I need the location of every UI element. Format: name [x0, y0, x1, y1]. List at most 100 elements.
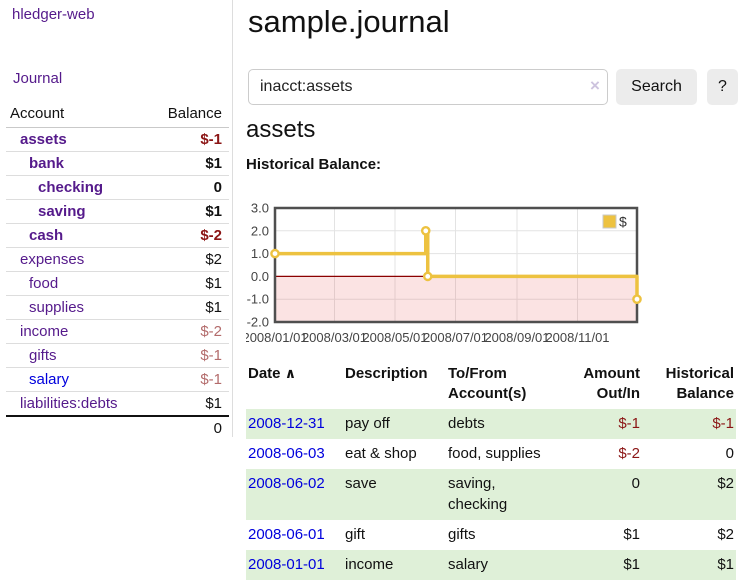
sidebar-account-link[interactable]: bank — [29, 155, 65, 172]
svg-text:2008/09/01: 2008/09/01 — [484, 330, 549, 345]
chart-canvas: $3.0 2.0 1.0 0.0 -1.0 -2.02008/01/012008/03/0… — [242, 201, 642, 345]
sidebar-account-link[interactable]: cash — [29, 227, 64, 244]
account-balance: $1 — [144, 151, 229, 176]
transaction-balance: $1 — [642, 549, 736, 580]
sidebar-account-link[interactable]: expenses — [20, 251, 85, 268]
account-balance: 0 — [144, 175, 229, 200]
transaction-amount: $-2 — [618, 444, 640, 462]
account-row: bank $1 — [6, 151, 229, 176]
svg-text:1.0: 1.0 — [251, 246, 269, 261]
sidebar-account-link[interactable]: checking — [38, 179, 104, 196]
account-row: cash $-2 — [6, 223, 229, 248]
svg-text:2008/07/01: 2008/07/01 — [423, 330, 488, 345]
account-balance: $-2 — [144, 223, 229, 248]
svg-text:2008/05/01: 2008/05/01 — [362, 330, 427, 345]
column-header-amount: Amount Out/In — [583, 365, 640, 403]
clear-search-icon[interactable]: × — [590, 76, 600, 95]
svg-text:-2.0: -2.0 — [247, 315, 269, 330]
column-header-date[interactable]: Date ∧ — [248, 365, 297, 382]
svg-text:2008/03/01: 2008/03/01 — [302, 330, 367, 345]
transaction-balance: $2 — [642, 468, 736, 520]
sidebar: hledger-web Journal Account Balance asse… — [0, 0, 233, 440]
transaction-accounts: saving, checking — [446, 468, 558, 520]
sidebar-item-journal[interactable]: Journal — [13, 70, 63, 87]
accounts-total-value: 0 — [144, 415, 229, 440]
account-balance: $2 — [144, 247, 229, 272]
svg-text:2.0: 2.0 — [251, 223, 269, 238]
account-row: income $-2 — [6, 319, 229, 344]
search-input[interactable] — [248, 69, 608, 105]
account-balance: $-1 — [144, 127, 229, 152]
account-balance: $1 — [144, 271, 229, 296]
account-row: salary $-1 — [6, 367, 229, 392]
sidebar-account-link[interactable]: assets — [20, 131, 67, 148]
transaction-balance: 0 — [725, 444, 734, 462]
transaction-row: 2008-12-31 pay off debts $-1 $-1 — [246, 408, 736, 439]
transaction-accounts: food, supplies — [448, 444, 541, 462]
app-title-link[interactable]: hledger-web — [12, 6, 95, 23]
accounts-header-balance: Balance — [144, 102, 229, 128]
sidebar-account-link[interactable]: salary — [29, 371, 70, 388]
svg-text:0.0: 0.0 — [251, 269, 269, 284]
transaction-description: eat & shop — [345, 444, 417, 462]
transaction-accounts: salary — [446, 549, 558, 580]
column-header-description: Description — [345, 365, 428, 382]
transaction-row: 2008-06-02 save saving, checking 0 $2 — [246, 468, 736, 520]
transaction-date-link[interactable]: 2008-06-01 — [248, 525, 325, 543]
transaction-balance: $-1 — [642, 408, 736, 439]
accounts-total-row: 0 — [6, 415, 229, 440]
sidebar-account-link[interactable]: gifts — [29, 347, 57, 364]
svg-text:$: $ — [619, 214, 627, 230]
account-row: saving $1 — [6, 199, 229, 224]
column-header-balance: Historical Balance — [665, 365, 734, 403]
historical-balance-chart: $3.0 2.0 1.0 0.0 -1.0 -2.0 2008/01/01 2008/03/0… — [242, 201, 686, 352]
transaction-description: income — [343, 549, 446, 580]
svg-text:3.0: 3.0 — [251, 202, 269, 216]
transaction-row: 2008-01-01 income salary $1 $1 — [246, 549, 736, 580]
account-balance: $1 — [144, 295, 229, 320]
account-balance: $1 — [144, 391, 229, 417]
account-row: food $1 — [6, 271, 229, 296]
account-row: supplies $1 — [6, 295, 229, 320]
transaction-amount: $-1 — [558, 408, 642, 439]
transaction-accounts: debts — [446, 408, 558, 439]
account-row: expenses $2 — [6, 247, 229, 272]
sidebar-account-link[interactable]: saving — [38, 203, 86, 220]
account-balance: $-1 — [144, 367, 229, 392]
transaction-row: 2008-06-01 gift gifts $1 $2 — [246, 520, 736, 550]
sidebar-account-link[interactable]: liabilities:debts — [20, 395, 118, 412]
transaction-date-link[interactable]: 2008-06-02 — [248, 474, 325, 492]
svg-text:2008/11/01: 2008/11/01 — [545, 330, 609, 345]
accounts-table: Account Balance assets $-1 bank $1 checking 0… — [6, 102, 229, 440]
account-heading: assets — [246, 116, 316, 143]
search-button[interactable]: Search — [616, 69, 697, 105]
sort-ascending-icon: ∧ — [284, 365, 297, 381]
transaction-date-link[interactable]: 2008-01-01 — [248, 555, 325, 573]
svg-text:2008/01/01: 2008/01/01 — [246, 330, 308, 345]
sidebar-account-link[interactable]: income — [20, 323, 69, 340]
transaction-date-link[interactable]: 2008-12-31 — [248, 414, 325, 432]
help-button[interactable]: ? — [707, 69, 738, 105]
transaction-balance: $2 — [717, 525, 734, 543]
transaction-amount: 0 — [558, 468, 642, 520]
transaction-description: save — [343, 468, 446, 520]
sidebar-account-link[interactable]: food — [29, 275, 59, 292]
accounts-header-account: Account — [6, 102, 144, 128]
account-row: checking 0 — [6, 175, 229, 200]
transaction-date-link[interactable]: 2008-06-03 — [248, 444, 325, 462]
page-title: sample.journal — [248, 4, 450, 39]
transaction-row: 2008-06-03 eat & shop food, supplies $-2 0 — [246, 439, 736, 469]
register-table: Date ∧ Description To/From Account(s) Am… — [246, 362, 736, 580]
column-header-accounts: To/From Account(s) — [448, 365, 527, 403]
transaction-description: gift — [345, 525, 366, 543]
chart-title: Historical Balance: — [246, 156, 382, 173]
transaction-amount: $1 — [558, 549, 642, 580]
account-balance: $1 — [144, 199, 229, 224]
sidebar-account-link[interactable]: supplies — [29, 299, 85, 316]
account-balance: $-1 — [144, 343, 229, 368]
transaction-description: pay off — [343, 408, 446, 439]
account-row: gifts $-1 — [6, 343, 229, 368]
account-balance: $-2 — [144, 319, 229, 344]
account-row: liabilities:debts $1 — [6, 391, 229, 417]
transaction-amount: $1 — [623, 525, 640, 543]
